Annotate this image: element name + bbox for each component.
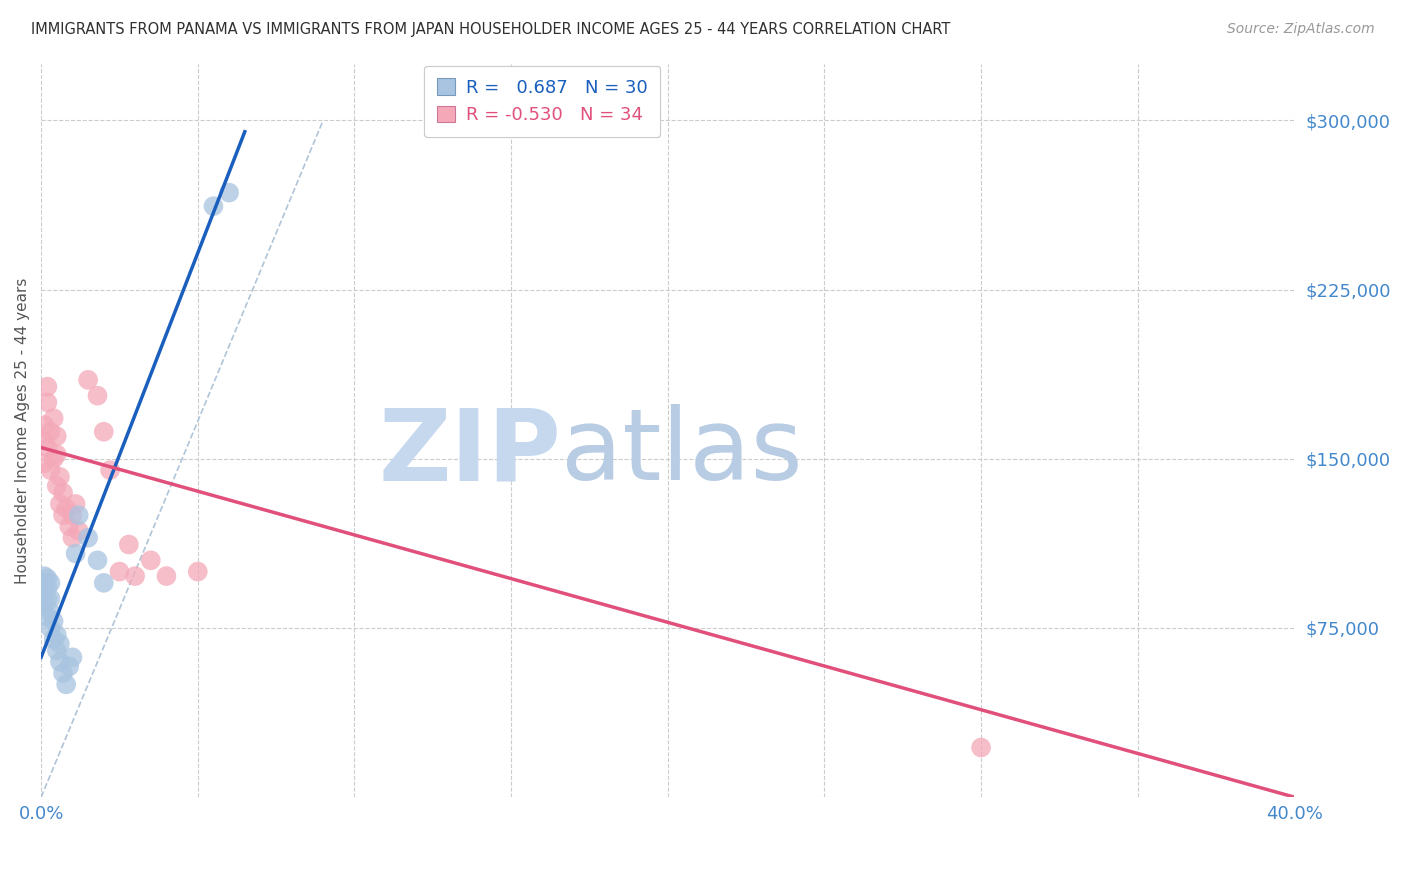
Point <box>77 373 100 387</box>
Point <box>58 519 80 533</box>
Point <box>32 569 55 583</box>
Point <box>39 621 62 635</box>
Point <box>62 650 84 665</box>
Point <box>37 379 59 393</box>
Point <box>49 637 72 651</box>
Point <box>52 666 75 681</box>
Point <box>93 575 115 590</box>
Point <box>970 740 993 755</box>
Point <box>42 632 65 647</box>
Point <box>45 429 67 443</box>
Point <box>32 599 55 613</box>
Point <box>37 395 59 409</box>
Point <box>49 497 72 511</box>
Point <box>65 547 87 561</box>
Point <box>39 591 62 606</box>
Point <box>55 501 77 516</box>
Point <box>202 199 225 213</box>
Point <box>49 470 72 484</box>
Point <box>39 575 62 590</box>
Point <box>118 537 141 551</box>
Point <box>45 628 67 642</box>
Point <box>32 575 55 590</box>
Point <box>58 659 80 673</box>
Point <box>32 456 55 470</box>
Point <box>39 425 62 439</box>
Point <box>39 463 62 477</box>
Point <box>86 389 108 403</box>
Point <box>39 605 62 619</box>
Point <box>49 655 72 669</box>
Text: atlas: atlas <box>561 404 803 501</box>
Point <box>98 463 121 477</box>
Point <box>139 553 162 567</box>
Text: Source: ZipAtlas.com: Source: ZipAtlas.com <box>1227 22 1375 37</box>
Point <box>67 524 90 538</box>
Point <box>62 508 84 523</box>
Point <box>32 417 55 432</box>
Point <box>42 451 65 466</box>
Point <box>93 425 115 439</box>
Point <box>37 571 59 585</box>
Text: IMMIGRANTS FROM PANAMA VS IMMIGRANTS FROM JAPAN HOUSEHOLDER INCOME AGES 25 - 44 : IMMIGRANTS FROM PANAMA VS IMMIGRANTS FRO… <box>31 22 950 37</box>
Point <box>155 569 177 583</box>
Point <box>45 447 67 461</box>
Legend: R =   0.687   N = 30, R = -0.530   N = 34: R = 0.687 N = 30, R = -0.530 N = 34 <box>425 66 661 136</box>
Point <box>67 508 90 523</box>
Text: ZIP: ZIP <box>378 404 561 501</box>
Point <box>45 479 67 493</box>
Point <box>37 580 59 594</box>
Point <box>55 677 77 691</box>
Point <box>52 485 75 500</box>
Point <box>42 411 65 425</box>
Point <box>45 643 67 657</box>
Point <box>42 614 65 628</box>
Point <box>108 565 131 579</box>
Point <box>77 531 100 545</box>
Point <box>187 565 209 579</box>
Point <box>218 186 240 200</box>
Point <box>124 569 146 583</box>
Point <box>37 591 59 606</box>
Point <box>65 497 87 511</box>
Point <box>37 609 59 624</box>
Point <box>62 531 84 545</box>
Point <box>32 434 55 448</box>
Point <box>32 591 55 606</box>
Point <box>37 441 59 455</box>
Point <box>86 553 108 567</box>
Point <box>32 582 55 597</box>
Y-axis label: Householder Income Ages 25 - 44 years: Householder Income Ages 25 - 44 years <box>15 277 30 583</box>
Point <box>52 508 75 523</box>
